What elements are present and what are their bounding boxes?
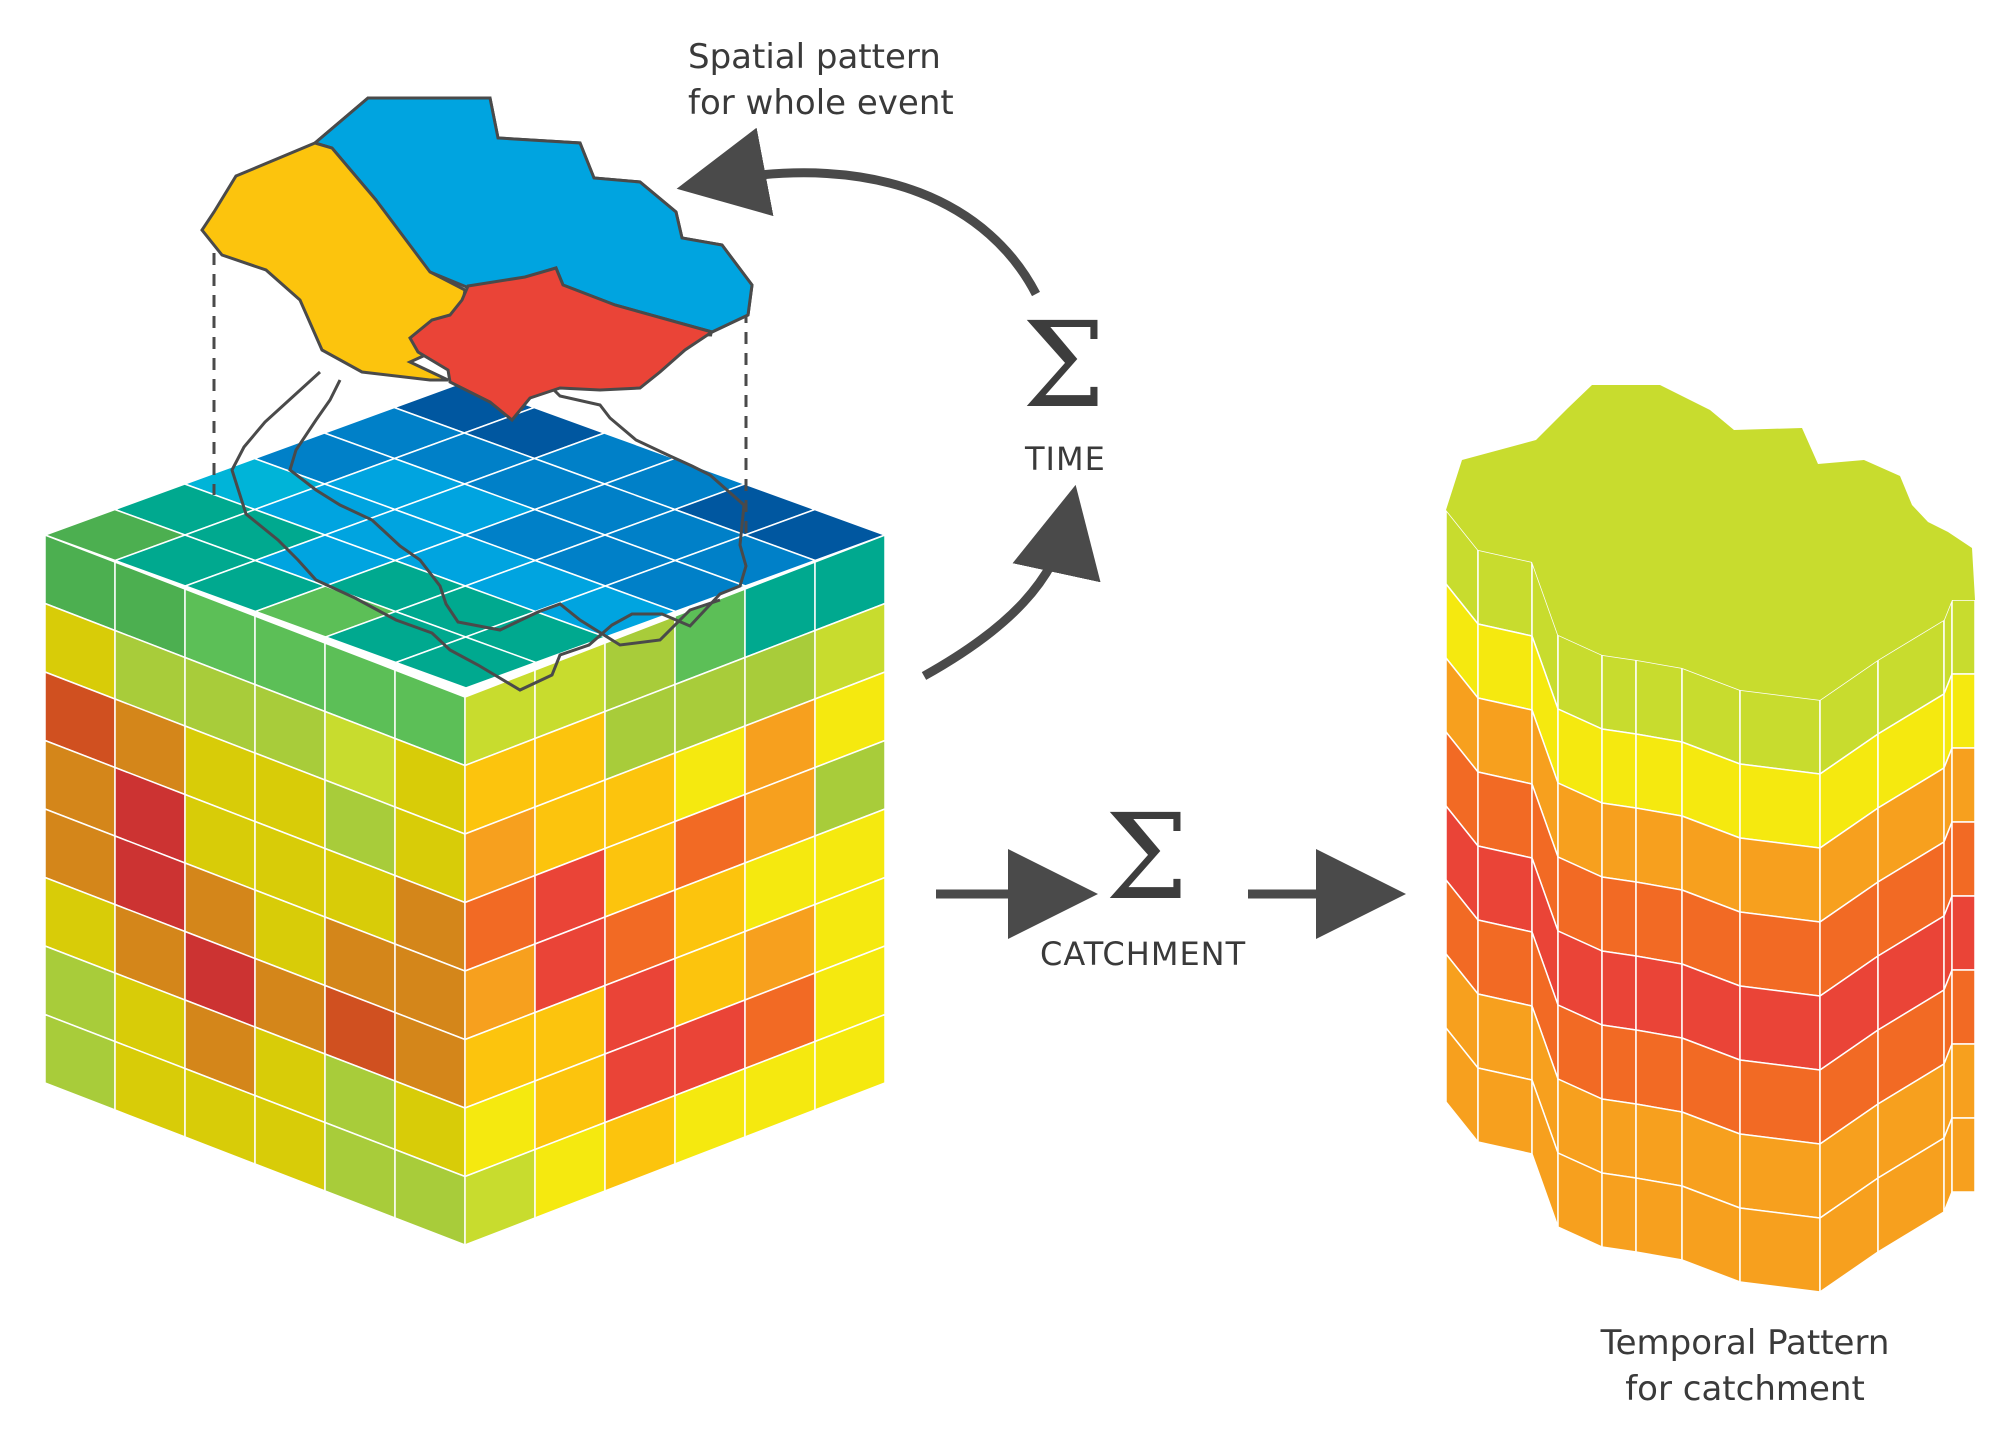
catchment-inner-boundary — [288, 379, 721, 647]
cylinder-band-cell — [1635, 1103, 1683, 1187]
spatial-pattern-label: Spatial pattern for whole event — [688, 34, 954, 126]
catchment-spatial-pattern — [200, 96, 754, 423]
spatial-pattern-line2: for whole event — [688, 83, 954, 123]
cylinder-band-cell — [1739, 1059, 1821, 1145]
cylinder-band-cell — [1951, 673, 1976, 749]
cylinder-band-cell — [1635, 807, 1683, 891]
cylinder-band-cell — [1951, 747, 1976, 823]
cylinder-band-cell — [1951, 599, 1976, 675]
cylinder-band-cell — [1601, 876, 1637, 957]
cube-right-cell — [814, 1013, 886, 1112]
cylinder-band-cell — [1951, 895, 1976, 971]
temporal-pattern-line1: Temporal Pattern — [1600, 1323, 1890, 1363]
cylinder-band-cell — [1951, 969, 1976, 1045]
cylinder-band-cell — [1739, 763, 1821, 849]
cylinder-band-cell — [1477, 919, 1533, 1007]
cylinder-band-cell — [1601, 1172, 1637, 1253]
cylinder-band-cell — [1739, 837, 1821, 923]
rainfall-data-cube — [42, 232, 888, 1247]
cylinder-band-cell — [1951, 1117, 1976, 1193]
cylinder-band-cell — [1951, 821, 1976, 897]
cylinder-band-cell — [1601, 1098, 1637, 1179]
cylinder-band-cell — [1477, 771, 1533, 859]
cylinder-band-cell — [1739, 1207, 1821, 1293]
arrow-to-spatial-pattern — [676, 127, 1040, 297]
cube-top-cell — [393, 636, 539, 689]
cylinder-band-cell — [1477, 697, 1533, 785]
temporal-pattern-cylinder — [1445, 385, 1976, 1294]
cylinder-band-cell — [1635, 955, 1683, 1039]
catchment-region-red — [408, 266, 716, 423]
cylinder-top-surface — [1446, 385, 1975, 700]
time-sigma-symbol: Σ — [1022, 296, 1106, 434]
cylinder-band-cell — [1601, 802, 1637, 883]
cylinder-band-cell — [1739, 911, 1821, 997]
cylinder-band-cell — [1635, 659, 1683, 743]
catchment-outline-projection — [230, 370, 748, 692]
arrow-to-time-sum — [921, 484, 1101, 680]
catchment-region-yellow — [200, 141, 467, 382]
cylinder-band-cell — [1635, 733, 1683, 817]
time-caption: TIME — [1025, 440, 1106, 478]
cylinder-band-cell — [1635, 881, 1683, 965]
cylinder-band-cell — [1477, 549, 1533, 637]
cylinder-band-cell — [1601, 1024, 1637, 1105]
catchment-caption: CATCHMENT — [1040, 935, 1247, 973]
cylinder-band-cell — [1635, 1029, 1683, 1113]
cylinder-band-cell — [1601, 950, 1637, 1031]
cylinder-band-cell — [1601, 728, 1637, 809]
cylinder-band-cell — [1477, 993, 1533, 1081]
cylinder-band-cell — [1951, 1043, 1976, 1119]
temporal-pattern-line2: for catchment — [1625, 1369, 1865, 1409]
cylinder-band-cell — [1739, 1133, 1821, 1219]
spatial-pattern-line1: Spatial pattern — [688, 37, 941, 77]
cylinder-band-cell — [1635, 1177, 1683, 1261]
cylinder-band-cell — [1477, 845, 1533, 933]
catchment-sigma-symbol: Σ — [1105, 788, 1189, 926]
cylinder-band-cell — [1477, 623, 1533, 711]
cylinder-band-cell — [1739, 985, 1821, 1071]
temporal-pattern-label: Temporal Pattern for catchment — [1545, 1320, 1945, 1412]
flow-arrows — [676, 127, 1406, 939]
cylinder-band-cell — [1477, 1067, 1533, 1155]
cylinder-band-cell — [1601, 654, 1637, 735]
cylinder-band-cell — [1739, 689, 1821, 775]
